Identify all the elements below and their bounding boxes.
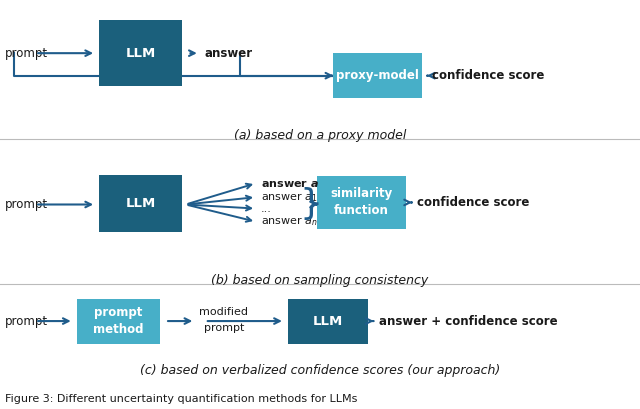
Text: proxy-model: proxy-model xyxy=(336,69,419,82)
Text: confidence score: confidence score xyxy=(417,196,530,209)
Text: ...: ... xyxy=(261,204,272,213)
FancyBboxPatch shape xyxy=(99,175,182,232)
FancyBboxPatch shape xyxy=(333,53,422,98)
Text: prompt: prompt xyxy=(5,47,48,60)
Text: }: } xyxy=(300,187,323,222)
Text: answer $a_1$: answer $a_1$ xyxy=(261,191,318,204)
Text: confidence score: confidence score xyxy=(432,69,545,82)
Text: prompt
method: prompt method xyxy=(93,306,143,336)
Text: Figure 3: Different uncertainty quantification methods for LLMs: Figure 3: Different uncertainty quantifi… xyxy=(5,394,358,404)
Text: LLM: LLM xyxy=(125,197,156,210)
Text: (c) based on verbalized confidence scores (our approach): (c) based on verbalized confidence score… xyxy=(140,364,500,377)
FancyBboxPatch shape xyxy=(99,20,182,86)
Text: similarity
function: similarity function xyxy=(330,187,393,218)
Text: answer: answer xyxy=(205,47,253,60)
FancyBboxPatch shape xyxy=(317,176,406,229)
FancyBboxPatch shape xyxy=(288,299,368,344)
Text: answer $\boldsymbol{a}$: answer $\boldsymbol{a}$ xyxy=(261,178,319,189)
Text: prompt: prompt xyxy=(5,198,48,211)
Text: answer + confidence score: answer + confidence score xyxy=(379,315,557,328)
Text: LLM: LLM xyxy=(313,315,343,328)
Text: prompt: prompt xyxy=(204,324,244,333)
Text: modified: modified xyxy=(200,307,248,317)
Text: LLM: LLM xyxy=(125,47,156,60)
Text: (a) based on a proxy model: (a) based on a proxy model xyxy=(234,129,406,142)
Text: prompt: prompt xyxy=(5,315,48,328)
Text: answer $a_n$: answer $a_n$ xyxy=(261,215,318,228)
Text: (b) based on sampling consistency: (b) based on sampling consistency xyxy=(211,274,429,287)
FancyBboxPatch shape xyxy=(77,299,160,344)
